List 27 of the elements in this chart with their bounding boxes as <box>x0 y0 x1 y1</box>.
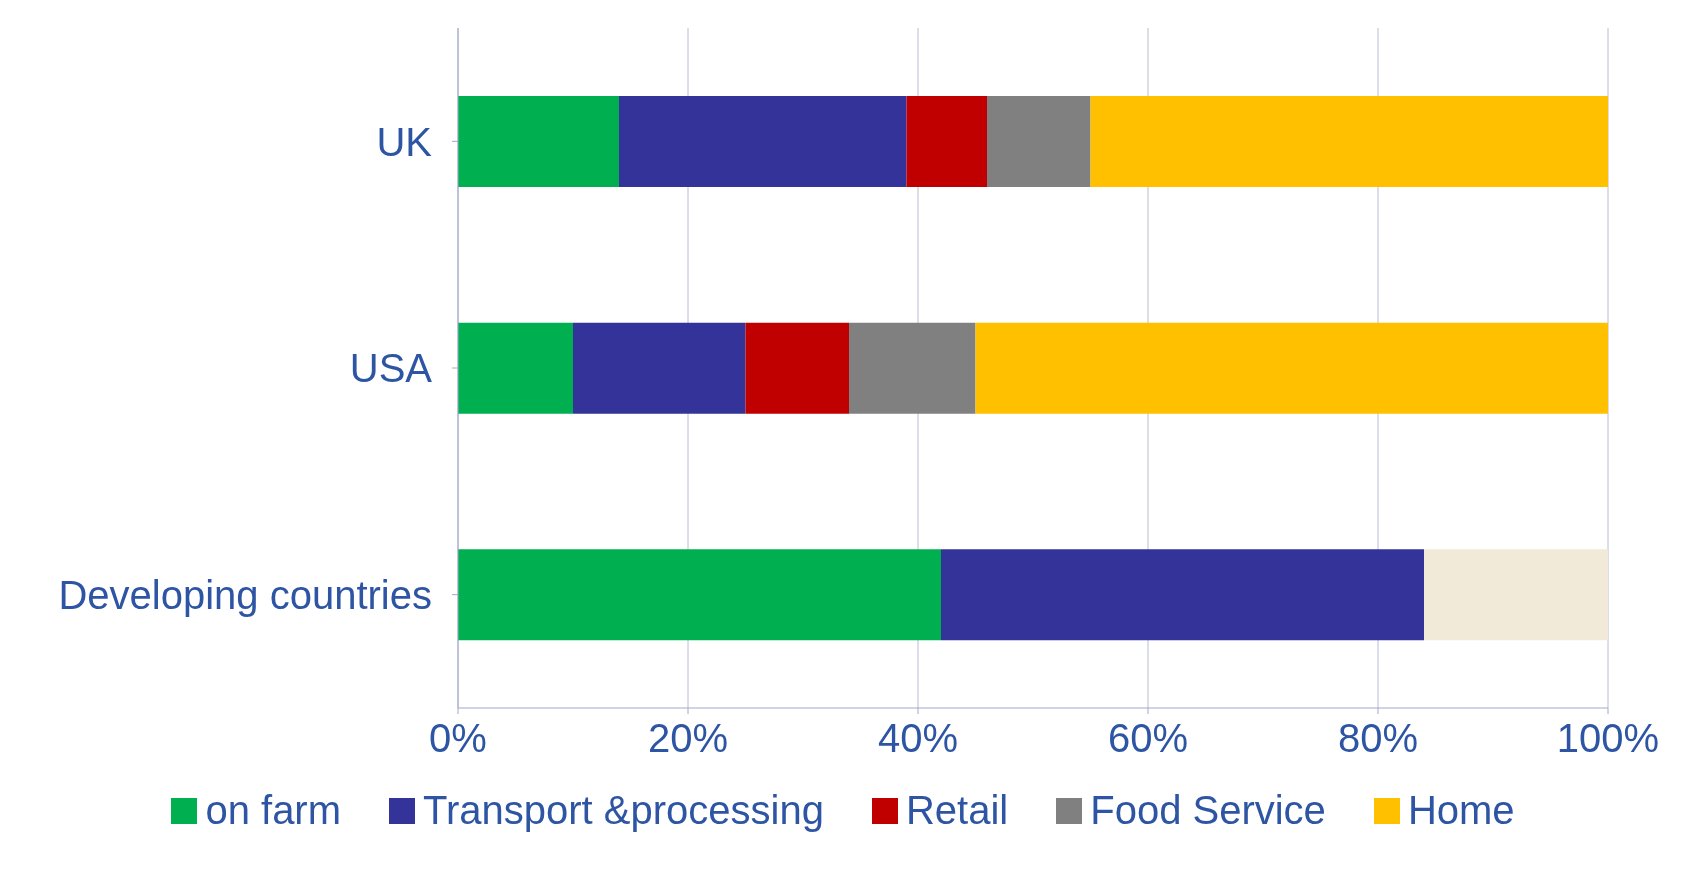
bar <box>906 96 987 187</box>
legend-label: Food Service <box>1090 788 1326 833</box>
legend-label: Transport &processing <box>423 788 824 833</box>
bar <box>619 96 907 187</box>
bar <box>849 322 976 414</box>
y-tick-label: UK <box>376 119 433 164</box>
x-tick-label: 0% <box>429 716 487 761</box>
bar <box>573 322 746 414</box>
bar <box>975 322 1608 414</box>
bar <box>745 322 849 414</box>
bar <box>987 96 1091 187</box>
x-tick-label: 20% <box>647 716 729 761</box>
legend-label: on farm <box>205 788 342 833</box>
y-tick-label: Developing countries <box>58 572 432 617</box>
bar <box>458 96 619 187</box>
y-tick-label: USA <box>349 346 433 391</box>
x-tick-label: 60% <box>1107 716 1189 761</box>
x-tick-label: 100% <box>1556 716 1660 761</box>
bar <box>1424 549 1608 641</box>
legend-label: Home <box>1407 788 1515 833</box>
x-tick-label: 40% <box>877 716 959 761</box>
legend-label: Retail <box>905 788 1009 833</box>
x-tick-label: 80% <box>1337 716 1419 761</box>
bar <box>1090 96 1608 187</box>
bar <box>458 322 573 414</box>
bar <box>458 549 941 641</box>
bar <box>941 549 1424 641</box>
